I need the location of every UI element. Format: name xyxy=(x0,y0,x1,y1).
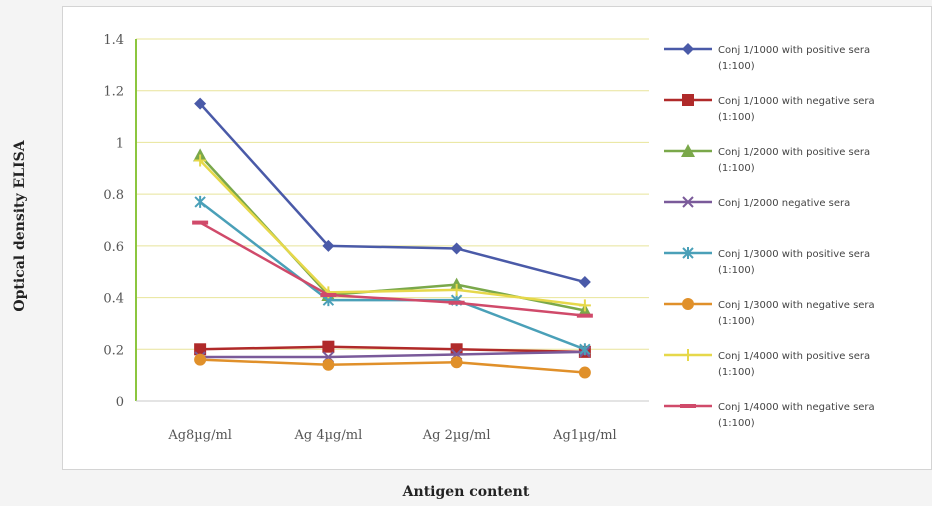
legend-item: Conj 1/2000 negative sera xyxy=(664,196,850,209)
legend-item: Conj 1/3000 with negative sera (1:100) xyxy=(664,298,875,327)
data-point xyxy=(578,299,591,312)
series-6 xyxy=(194,353,591,379)
legend-label: Conj 1/1000 with positive sera xyxy=(718,45,870,56)
legend-label: (1:100) xyxy=(718,367,755,378)
x-tick-label: Ag 2µg/ml xyxy=(422,428,491,443)
legend-label: Conj 1/3000 with negative sera xyxy=(718,300,875,311)
data-point xyxy=(194,343,207,356)
series-line xyxy=(200,350,585,359)
data-point xyxy=(578,276,591,289)
series-7 xyxy=(194,154,591,312)
data-point xyxy=(450,283,463,296)
series-line xyxy=(199,221,586,317)
legend-item: Conj 1/1000 with negative sera (1:100) xyxy=(664,94,875,123)
legend-marker xyxy=(682,196,694,208)
legend-label: (1:100) xyxy=(718,61,755,72)
series-8 xyxy=(192,220,593,318)
legend-label: Conj 1/2000 with positive sera xyxy=(718,147,870,158)
line-chart: 0 0.2 0.4 0.6 0.8 1 1.2 1.4 Ag8µg/ml Ag 4µg/ml Ag … xyxy=(103,33,875,443)
y-axis-title: Optical density ELISA xyxy=(12,140,28,312)
data-point xyxy=(194,97,207,110)
data-point xyxy=(320,292,337,297)
legend-label: Conj 1/3000 with positive sera xyxy=(718,249,870,260)
legend-item: Conj 1/4000 with positive sera (1:100) xyxy=(664,349,870,378)
y-tick-label: 0 xyxy=(116,395,124,410)
data-point xyxy=(322,358,335,371)
data-point xyxy=(322,340,335,353)
series-1 xyxy=(194,97,591,289)
legend-label: (1:100) xyxy=(718,316,755,327)
legend-label: (1:100) xyxy=(718,112,755,123)
series-line xyxy=(200,345,585,354)
y-tick-label: 1.2 xyxy=(103,85,124,100)
data-point xyxy=(322,239,335,252)
axes: 0 0.2 0.4 0.6 0.8 1 1.2 1.4 Ag8µg/ml Ag 4µg/ml Ag … xyxy=(103,33,649,443)
data-point xyxy=(194,353,207,366)
data-point xyxy=(578,366,591,379)
data-point xyxy=(194,195,206,208)
x-tick-label: Ag1µg/ml xyxy=(552,428,617,443)
legend-label: Conj 1/2000 negative sera xyxy=(718,198,850,209)
legend: Conj 1/1000 with positive sera(1:100)Con… xyxy=(664,43,875,429)
legend-item: Conj 1/3000 with positive sera (1:100) xyxy=(664,247,870,276)
data-point xyxy=(579,343,591,356)
legend-marker xyxy=(682,298,694,310)
legend-marker xyxy=(682,349,694,361)
x-tick-label: Ag8µg/ml xyxy=(167,428,232,443)
legend-label: Conj 1/4000 with negative sera xyxy=(718,402,875,413)
legend-label: Conj 1/4000 with positive sera xyxy=(718,351,870,362)
y-tick-label: 0.8 xyxy=(103,188,124,203)
series-line xyxy=(200,358,585,374)
series-line xyxy=(199,102,586,284)
data-point xyxy=(192,220,209,225)
x-axis-title: Antigen content xyxy=(402,484,530,500)
data-point xyxy=(450,356,463,369)
x-tick-label: Ag 4µg/ml xyxy=(294,428,363,443)
legend-marker xyxy=(681,144,695,157)
series-line xyxy=(199,159,586,307)
legend-label: (1:100) xyxy=(718,163,755,174)
legend-marker xyxy=(682,94,694,106)
legend-label: (1:100) xyxy=(718,418,755,429)
legend-label: (1:100) xyxy=(718,265,755,276)
y-tick-label: 1.4 xyxy=(103,33,124,48)
y-tick-label: 0.2 xyxy=(103,343,124,358)
y-tick-label: 1 xyxy=(116,136,124,151)
data-point xyxy=(194,154,207,167)
series-5 xyxy=(194,195,591,356)
series-line xyxy=(199,200,586,351)
data-point xyxy=(450,242,463,255)
legend-label: Conj 1/1000 with negative sera xyxy=(718,96,875,107)
legend-item: Conj 1/1000 with positive sera (1:100) xyxy=(664,43,870,72)
series-layer xyxy=(192,97,593,379)
legend-marker xyxy=(680,404,696,408)
legend-marker xyxy=(682,43,694,55)
y-tick-label: 0.6 xyxy=(103,240,124,255)
data-point xyxy=(576,313,593,318)
legend-marker xyxy=(682,247,694,259)
gridlines xyxy=(136,38,649,402)
data-point xyxy=(448,300,465,305)
chart-frame: 0 0.2 0.4 0.6 0.8 1 1.2 1.4 Ag8µg/ml Ag 4µg/ml Ag … xyxy=(62,6,932,470)
y-tick-label: 0.4 xyxy=(103,292,124,307)
legend-item: Conj 1/2000 with positive sera (1:100) xyxy=(664,144,870,174)
legend-item: Conj 1/4000 with negative sera (1:100) xyxy=(664,402,875,429)
series-line xyxy=(199,154,586,312)
